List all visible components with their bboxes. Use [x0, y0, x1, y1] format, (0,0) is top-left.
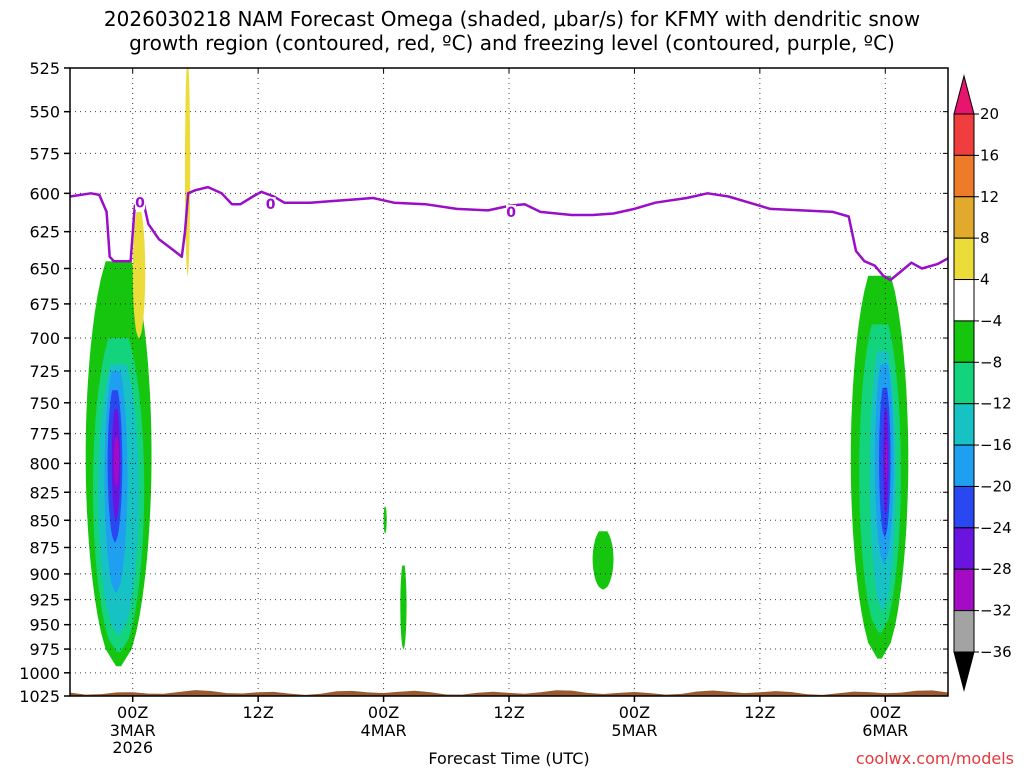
- y-tick-label-825: 825: [29, 483, 60, 502]
- colorbar-box-7: [953, 403, 975, 446]
- chart-title-line-1: 2026030218 NAM Forecast Omega (shaded, μ…: [103, 7, 921, 31]
- y-tick-label-725: 725: [29, 362, 60, 381]
- y-axis-ticks: 525 550 575 600 625 650 675 700 725 750 775 800 825 8…: [19, 59, 948, 706]
- y-tick-label-900: 900: [29, 565, 60, 584]
- freezing-level-label-0: 0: [135, 196, 145, 212]
- y-tick-label-875: 875: [29, 538, 60, 557]
- omega-region-10: [400, 565, 407, 650]
- y-tick-label-625: 625: [29, 223, 60, 242]
- y-tick-label-600: 600: [29, 184, 60, 203]
- x-tick-label-18: 12Z: [242, 703, 273, 722]
- colorbar-arrow-bottom: [953, 651, 975, 692]
- colorbar-box-12: [953, 610, 975, 653]
- y-tick-label-950: 950: [29, 616, 60, 635]
- plot-background: [70, 68, 948, 696]
- y-tick-label-525: 525: [29, 59, 60, 78]
- terrain-fill: [70, 690, 948, 696]
- y-tick-label-700: 700: [29, 329, 60, 348]
- colorbar-arrow-top: [953, 74, 975, 115]
- y-tick-label-750: 750: [29, 394, 60, 413]
- colorbar-box-0: [953, 113, 975, 156]
- colorbar-box-6: [953, 361, 975, 405]
- y-tick-label-800: 800: [29, 454, 60, 473]
- x-tick-label-54: 00Z: [619, 703, 650, 722]
- colorbar-label-3: 8: [980, 229, 990, 247]
- contour-label-bg-1: [265, 197, 276, 212]
- plot-area: [70, 68, 948, 696]
- freezing-level-line: [69, 185, 949, 282]
- y-tick-label-1000: 1000: [19, 664, 60, 683]
- y-tick-label-775: 775: [29, 425, 60, 444]
- x-tick-label-42: 12Z: [493, 703, 524, 722]
- y-tick-label-925: 925: [29, 591, 60, 610]
- terrain-ground: [70, 690, 948, 696]
- freezing-level-contour: 0 0 0: [69, 185, 949, 282]
- x-tick-year-6: 2026: [112, 738, 153, 757]
- colorbar-label-2: 12: [980, 188, 999, 206]
- colorbar-box-4: [953, 279, 975, 322]
- freezing-level-label-1: 0: [266, 197, 276, 213]
- x-tick-label-66: 12Z: [744, 703, 775, 722]
- colorbar-label-13: −36: [980, 643, 1012, 661]
- omega-region-11: [592, 531, 614, 590]
- x-tick-date-6: 3MAR: [110, 721, 156, 740]
- colorbar-label-11: −28: [980, 560, 1012, 578]
- colorbar-label-7: −12: [980, 395, 1012, 413]
- colorbar-label-10: −24: [980, 519, 1012, 537]
- y-tick-label-550: 550: [29, 103, 60, 122]
- colorbar-box-1: [953, 154, 975, 198]
- colorbar-box-8: [953, 444, 975, 487]
- x-axis-label: Forecast Time (UTC): [428, 749, 589, 768]
- colorbar-legend: 20 16 12 8 4 −4 −8 −12 −16 −20 −24 −28 −32 −36: [953, 74, 1012, 692]
- colorbar-label-4: 4: [980, 271, 990, 289]
- credit-text: coolwx.com/models: [856, 749, 1014, 768]
- y-tick-label-1025: 1025: [19, 687, 60, 706]
- chart-title-line-2: growth region (contoured, red, ºC) and f…: [129, 31, 895, 55]
- x-tick-label-6: 00Z: [117, 703, 148, 722]
- colorbar-label-1: 16: [980, 146, 999, 164]
- y-tick-label-850: 850: [29, 511, 60, 530]
- x-tick-label-78: 00Z: [870, 703, 901, 722]
- y-tick-label-675: 675: [29, 295, 60, 314]
- contour-label-bg-2: [506, 204, 517, 219]
- omega-region-6: [113, 437, 120, 487]
- colorbar-label-5: −4: [980, 312, 1002, 330]
- omega-region-7: [132, 211, 146, 338]
- colorbar-box-11: [953, 568, 975, 612]
- colorbar-label-0: 20: [980, 105, 999, 123]
- colorbar-box-9: [953, 485, 975, 529]
- freezing-level-label-2: 0: [506, 205, 516, 221]
- contour-label-bg-0: [135, 195, 146, 210]
- x-tick-date-54: 5MAR: [611, 721, 657, 740]
- x-tick-date-78: 6MAR: [862, 721, 908, 740]
- colorbar-box-5: [953, 320, 975, 363]
- colorbar-label-9: −20: [980, 477, 1012, 495]
- colorbar-label-8: −16: [980, 436, 1012, 454]
- x-tick-label-30: 00Z: [368, 703, 399, 722]
- omega-shading: [85, 68, 909, 667]
- y-tick-label-975: 975: [29, 640, 60, 659]
- colorbar-box-2: [953, 196, 975, 239]
- y-tick-label-575: 575: [29, 144, 60, 163]
- colorbar-label-12: −32: [980, 602, 1012, 620]
- omega-region-18: [885, 439, 888, 481]
- colorbar-box-3: [953, 237, 975, 281]
- y-tick-label-650: 650: [29, 259, 60, 278]
- colorbar-label-6: −8: [980, 353, 1002, 371]
- colorbar-box-10: [953, 527, 975, 570]
- x-tick-date-30: 4MAR: [361, 721, 407, 740]
